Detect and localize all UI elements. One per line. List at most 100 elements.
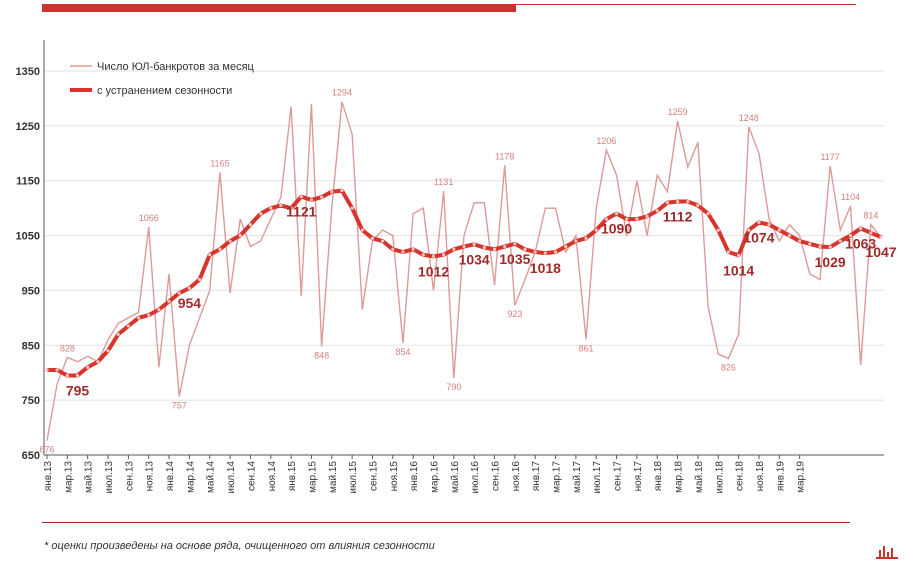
raw-data-label: 1178 [495, 151, 514, 161]
y-tick-label: 1050 [16, 231, 40, 243]
x-tick-label: сен.14 [246, 461, 257, 491]
sa-point-marker [147, 313, 151, 317]
raw-data-label: 1259 [668, 107, 688, 117]
x-tick-label: янв.19 [775, 461, 786, 492]
sa-point-marker [258, 212, 263, 216]
x-tick-label: мар.17 [552, 461, 563, 493]
sa-point-marker [269, 206, 273, 210]
sa-point-marker [340, 188, 344, 193]
sa-data-label: 1047 [865, 244, 896, 260]
raw-data-label: 676 [39, 445, 54, 455]
sa-point-marker [838, 239, 842, 243]
sa-point-marker [869, 231, 873, 235]
header-accent-band [42, 4, 516, 12]
y-tick-label: 650 [22, 450, 40, 462]
x-tick-label: май.13 [84, 461, 95, 493]
sa-data-label: 1018 [530, 260, 561, 276]
sa-point-marker [167, 299, 171, 303]
sa-point-marker [747, 228, 751, 232]
sa-point-marker [828, 245, 832, 249]
sa-point-marker [136, 316, 141, 320]
x-tick-label: июл.13 [104, 461, 115, 494]
raw-data-label: 1248 [739, 113, 759, 123]
sa-point-marker [767, 223, 771, 227]
raw-data-label: 1131 [434, 177, 453, 187]
x-tick-label: май.16 [450, 461, 461, 493]
sa-point-marker [309, 198, 314, 202]
footnote: * оценки произведены на основе ряда, очи… [44, 540, 435, 552]
sa-data-label: 1034 [459, 251, 490, 267]
x-tick-label: май.18 [694, 461, 705, 493]
sa-point-marker [360, 228, 364, 232]
sa-point-marker [442, 253, 446, 257]
sa-point-marker [706, 212, 710, 216]
sa-point-marker [279, 203, 283, 207]
sa-point-marker [248, 223, 253, 227]
x-tick-label: июл.17 [592, 461, 603, 494]
raw-data-label: 848 [314, 350, 329, 360]
sa-data-label: 1090 [601, 221, 632, 237]
y-tick-label: 1150 [16, 176, 40, 188]
sa-point-marker [421, 253, 425, 257]
sa-point-marker [614, 212, 619, 216]
sa-point-marker [553, 250, 558, 254]
sa-point-marker [665, 201, 670, 205]
x-tick-label: май.15 [328, 461, 339, 493]
legend-label-sa: с устранением сезонности [97, 85, 232, 97]
x-tick-label: ноя.14 [267, 461, 278, 492]
raw-data-label: 1165 [210, 158, 229, 168]
sa-point-marker [635, 217, 639, 221]
sa-point-marker [187, 286, 191, 290]
sa-point-marker [86, 365, 90, 369]
sa-point-marker [492, 247, 497, 251]
y-tick-label: 850 [22, 340, 40, 352]
sa-point-marker [208, 253, 212, 257]
sa-point-marker [320, 195, 324, 199]
sa-point-marker [604, 217, 608, 221]
sa-point-marker [65, 373, 69, 378]
x-tick-label: ноя.15 [389, 461, 400, 492]
sa-point-marker [238, 233, 242, 238]
sa-point-marker [197, 277, 202, 282]
sa-point-marker [482, 246, 486, 250]
sa-point-marker [391, 247, 395, 251]
corner-logo-mark [876, 546, 898, 559]
raw-data-label: 790 [446, 382, 461, 392]
x-tick-label: июл.14 [226, 461, 237, 494]
header-rule [516, 4, 856, 5]
sa-point-marker [55, 368, 59, 372]
x-tick-label: мар.19 [796, 461, 807, 493]
raw-data-label: 861 [579, 343, 594, 353]
raw-data-label: 828 [60, 343, 75, 353]
axes [43, 40, 884, 459]
sa-point-marker [787, 233, 792, 238]
x-tick-label: янв.13 [43, 461, 54, 492]
sa-point-marker [675, 199, 680, 204]
raw-data-label: 1066 [139, 213, 159, 223]
sa-point-marker [818, 244, 822, 249]
sa-point-marker [645, 214, 649, 218]
x-tick-label: мар.14 [185, 461, 196, 493]
x-tick-label: янв.17 [531, 461, 542, 492]
sa-data-label: 1014 [723, 262, 754, 278]
sa-point-marker [798, 239, 802, 243]
sa-point-marker [350, 206, 354, 210]
sa-data-label: 795 [66, 382, 90, 398]
x-tick-label: ноя.13 [145, 461, 156, 492]
sa-point-marker [157, 308, 161, 312]
sa-point-marker [848, 233, 853, 238]
sa-data-label: 1063 [845, 235, 876, 251]
series-lines [45, 101, 883, 441]
x-tick-label: янв.18 [653, 461, 664, 492]
x-tick-label: сен.17 [613, 461, 624, 491]
sa-point-marker [462, 244, 466, 249]
sa-point-marker [218, 247, 222, 251]
sa-data-label: 954 [178, 295, 202, 311]
sa-point-marker [228, 239, 232, 243]
x-tick-labels: янв.13 мар.13 май.13 июл.13 сен.13 ноя.13 янв.… [43, 461, 807, 494]
y-tick-label: 1350 [16, 66, 40, 78]
sa-data-label: 1121 [286, 204, 317, 220]
raw-data-label: 757 [172, 400, 187, 410]
x-tick-label: июл.18 [714, 461, 725, 494]
sa-point-marker [655, 209, 659, 213]
